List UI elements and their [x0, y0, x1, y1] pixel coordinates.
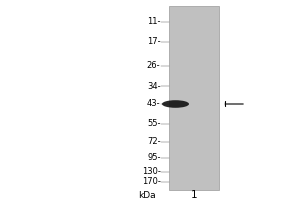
Text: 72-: 72-	[147, 138, 160, 146]
Text: 11-: 11-	[147, 18, 160, 26]
Text: 26-: 26-	[147, 62, 160, 71]
Text: 170-: 170-	[142, 178, 160, 186]
Text: 130-: 130-	[142, 168, 160, 176]
Text: kDa: kDa	[138, 190, 156, 200]
Ellipse shape	[162, 100, 189, 108]
Text: 1: 1	[191, 190, 198, 200]
Text: 55-: 55-	[147, 119, 160, 129]
Text: 95-: 95-	[147, 154, 160, 162]
Text: 17-: 17-	[147, 38, 160, 46]
Text: 34-: 34-	[147, 82, 160, 90]
Text: 43-: 43-	[147, 99, 160, 108]
Bar	[169, 6, 219, 190]
